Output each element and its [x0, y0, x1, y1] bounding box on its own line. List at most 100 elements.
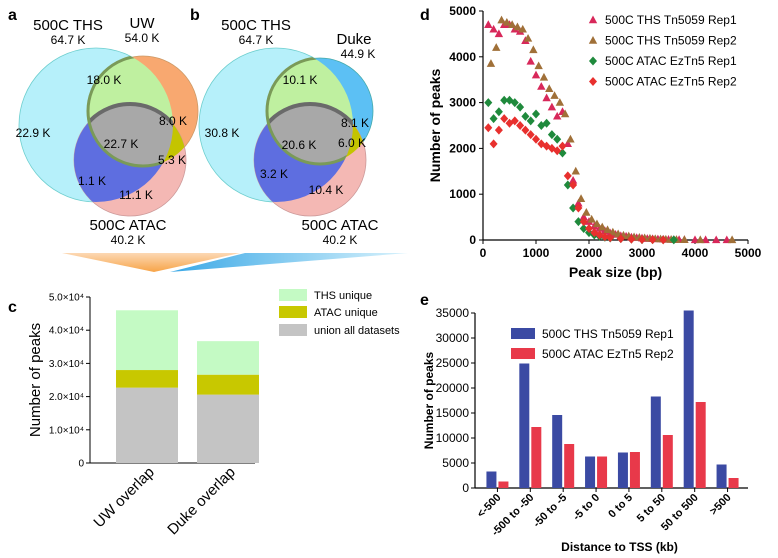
panel-label-b: b	[190, 7, 200, 24]
d-y-tick-label: 4000	[449, 50, 476, 64]
venn-a-ths-only: 22.9 K	[16, 126, 51, 140]
d-point	[521, 111, 530, 121]
e-bar	[728, 478, 739, 488]
d-point	[545, 84, 554, 93]
scatter-chart-d: 0 1000 2000 3000 4000 5000 0 1000 2000 3000 4000 50…	[427, 4, 762, 280]
d-point	[516, 121, 525, 130]
d-point	[592, 219, 602, 228]
venn-b-ths-size: 64.7 K	[239, 33, 274, 47]
d-y-axis-label: Number of peaks	[427, 68, 443, 182]
d-point	[553, 146, 562, 156]
e-x-tick-label: -5 to 0	[571, 492, 602, 523]
d-point	[648, 235, 657, 245]
venn-b-duke-size: 44.9 K	[341, 47, 376, 61]
c-legend-label: union all datasets	[314, 325, 400, 337]
panel-label-e: e	[420, 292, 429, 309]
e-bar	[716, 464, 727, 488]
d-point	[627, 234, 636, 244]
d-point	[494, 125, 503, 135]
d-point	[574, 198, 583, 207]
d-legend-label: 500C ATAC EzTn5 Rep1	[605, 54, 737, 68]
e-x-tick-label: 0 to 5	[606, 492, 635, 521]
d-point	[550, 91, 559, 99]
d-point	[690, 235, 700, 244]
venn-b-all-region	[267, 102, 353, 164]
d-point	[582, 208, 591, 216]
e-y-tick-label: 15000	[436, 406, 470, 420]
d-point	[484, 123, 493, 133]
d-point	[587, 214, 596, 223]
venn-b-ths-only: 30.8 K	[205, 126, 240, 140]
d-point	[600, 232, 609, 242]
venn-b-ths-name: 500C THS	[221, 17, 291, 34]
d-point	[553, 111, 562, 120]
d-point	[510, 116, 519, 126]
d-point	[722, 235, 731, 244]
venn-b-ths-atac: 3.2 K	[260, 167, 288, 181]
d-point	[494, 107, 503, 117]
d-point	[518, 24, 527, 33]
d-point	[669, 235, 678, 245]
d-point	[569, 180, 578, 190]
d-point	[563, 180, 572, 190]
d-x-tick-label: 0	[480, 246, 487, 260]
venn-a-ths-name: 500C THS	[33, 17, 103, 34]
d-point	[571, 166, 580, 175]
e-bar	[695, 402, 706, 488]
d-point	[585, 224, 593, 234]
venn-a-ths-size: 64.7 K	[51, 33, 86, 47]
d-point	[489, 139, 498, 149]
e-bar	[597, 456, 608, 488]
d-point	[542, 93, 551, 102]
d-point	[547, 102, 557, 111]
d-point	[712, 235, 721, 244]
grouped-bar-chart-e: 0 5000 10000 15000 20000 25000 30000 35000 Numbe…	[422, 306, 748, 554]
d-point	[542, 118, 551, 128]
d-point	[680, 235, 689, 243]
d-point	[563, 171, 572, 181]
d-point	[563, 139, 572, 148]
e-x-axis-label: Distance to TSS (kb)	[561, 540, 678, 554]
e-y-tick-label: 10000	[436, 431, 470, 445]
d-y-tick-label: 3000	[449, 96, 476, 110]
d-point	[494, 29, 504, 38]
venn-a-uw-size: 54.0 K	[125, 31, 160, 45]
venn-b-duke-name: Duke	[336, 31, 371, 48]
panel-label-d: d	[420, 7, 430, 24]
funnel-arrow-orange	[62, 253, 240, 272]
d-y-tick-label: 0	[469, 233, 476, 247]
e-y-tick-label: 35000	[436, 306, 470, 320]
venn-a-all: 22.7 K	[104, 137, 139, 151]
d-y-tick-label: 2000	[449, 141, 476, 155]
e-y-tick-label: 25000	[436, 356, 470, 370]
venn-b-atac-size: 40.2 K	[323, 233, 358, 247]
d-point	[638, 234, 646, 244]
d-point	[553, 134, 562, 144]
stacked-bar-chart-c: 0 1.0×10⁴ 2.0×10⁴ 3.0×10⁴ 4.0×10⁴ 5.0×10⁴ Numb…	[27, 289, 400, 538]
venn-b-atac-name: 500C ATAC	[302, 217, 379, 234]
c-y-tick-label: 5.0×10⁴	[49, 293, 84, 304]
venn-a-all-region	[88, 102, 173, 166]
e-bar	[519, 363, 530, 488]
d-x-tick-label: 4000	[682, 246, 709, 260]
d-legend-marker	[589, 77, 597, 86]
d-point	[526, 116, 535, 126]
d-point	[558, 141, 567, 151]
d-legend-marker	[589, 56, 597, 66]
c-legend-swatch	[279, 306, 307, 318]
e-y-tick-label: 20000	[436, 381, 470, 395]
c-bar-segment	[116, 310, 178, 371]
c-legend-label: THS unique	[314, 290, 372, 302]
d-point	[497, 15, 506, 24]
d-point	[608, 227, 618, 236]
venn-diagram-b: 500C THS 64.7 K Duke 44.9 K 30.8 K 10.1 …	[198, 17, 379, 247]
e-x-tick-label: <-500	[475, 492, 504, 521]
e-legend-label: 500C THS Tn5059 Rep1	[542, 327, 674, 341]
e-x-tick-label: >500	[708, 492, 734, 518]
e-legend-label: 500C ATAC EzTn5 Rep2	[542, 347, 674, 361]
d-legend-label: 500C THS Tn5059 Rep2	[605, 34, 737, 48]
e-y-tick-label: 5000	[442, 456, 469, 470]
d-point	[529, 45, 538, 54]
d-point	[523, 33, 533, 42]
